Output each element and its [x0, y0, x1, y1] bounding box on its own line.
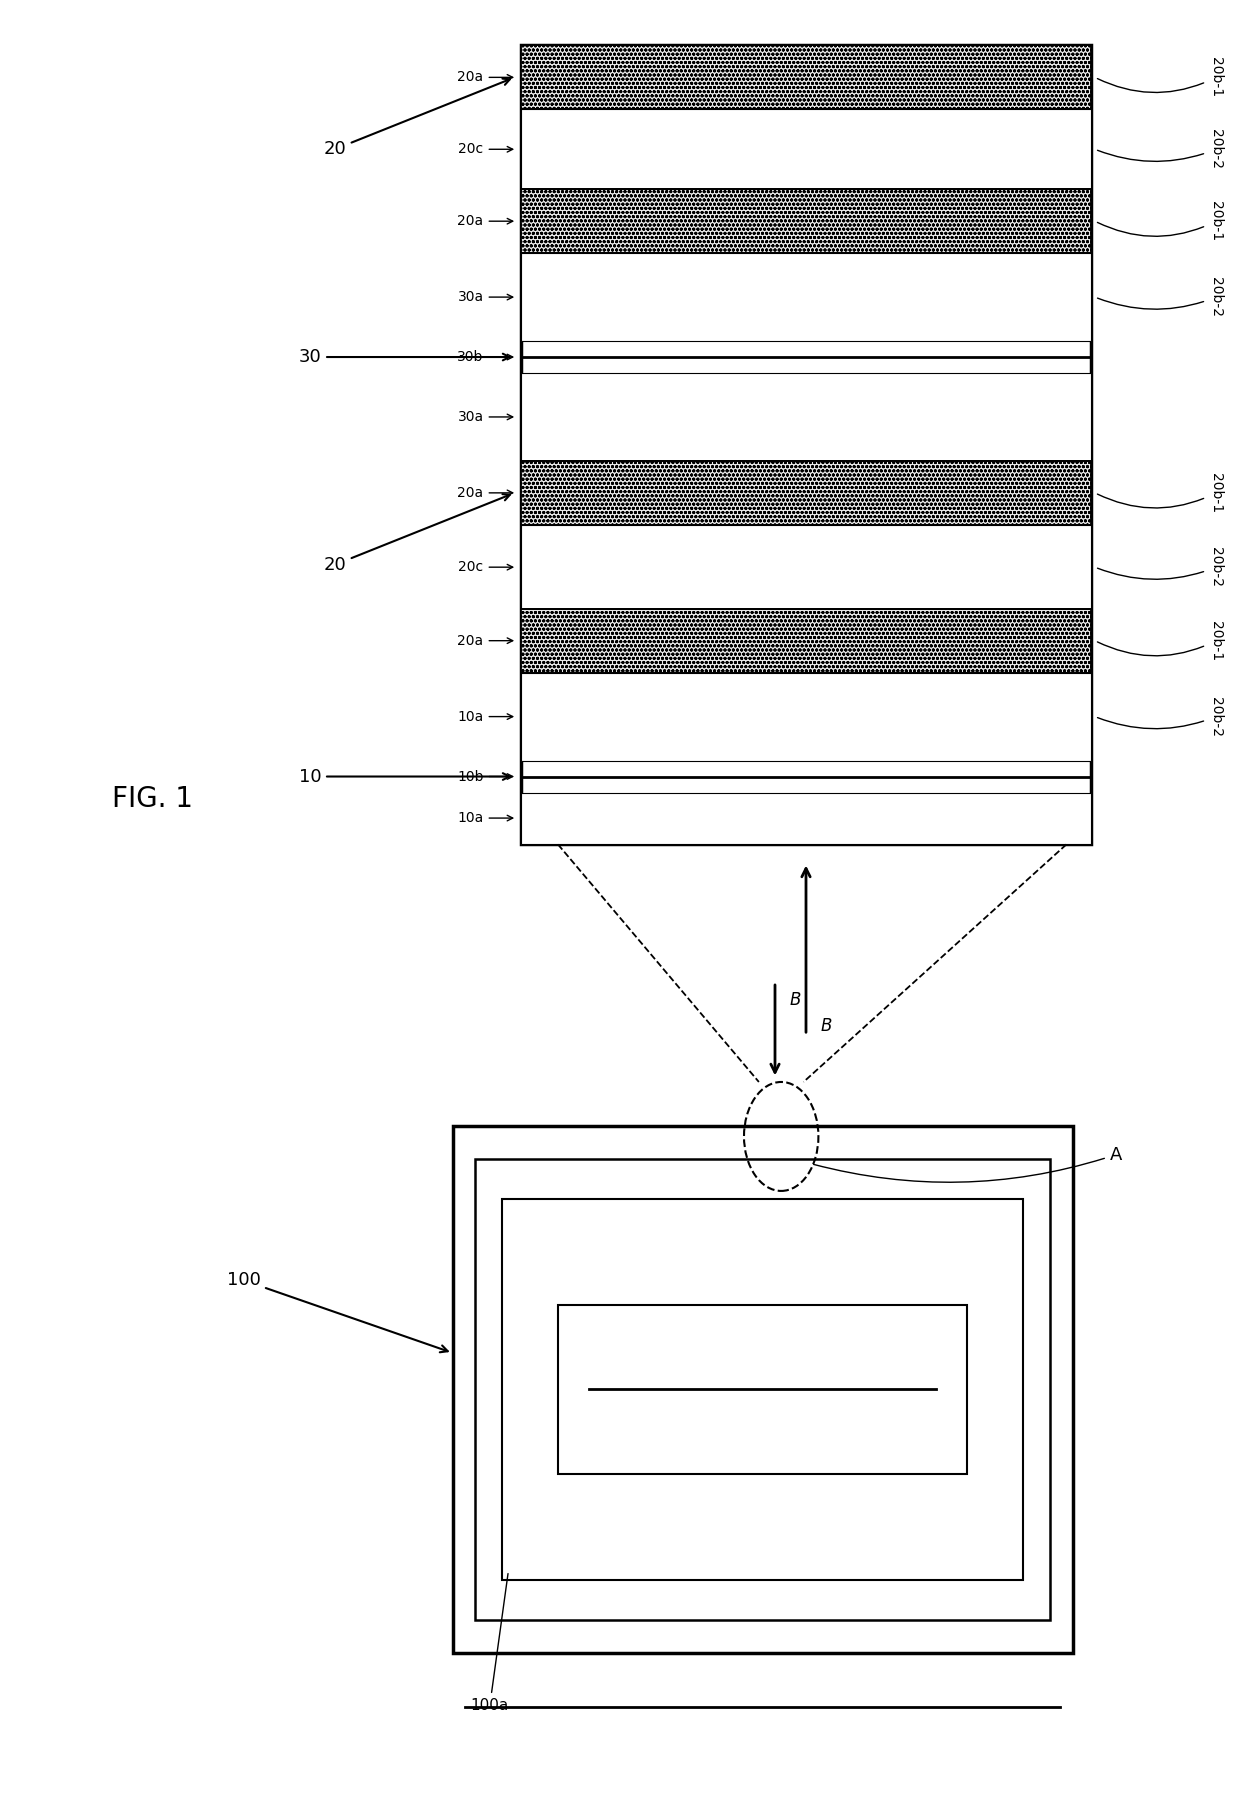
Text: 20a: 20a — [458, 71, 513, 84]
Text: 20a: 20a — [458, 214, 513, 229]
Text: 30a: 30a — [458, 291, 513, 303]
Bar — [558, 1306, 967, 1473]
Text: 10: 10 — [299, 768, 510, 786]
Text: 30: 30 — [299, 349, 510, 367]
Bar — [453, 1126, 1073, 1653]
Text: 20a: 20a — [458, 487, 513, 499]
Text: 100a: 100a — [471, 1574, 508, 1712]
Bar — [521, 461, 1091, 525]
Text: 20b-2: 20b-2 — [1097, 129, 1223, 169]
Text: A: A — [813, 1146, 1122, 1182]
Text: 20c: 20c — [459, 559, 513, 574]
Bar — [521, 45, 1091, 109]
Text: 10a: 10a — [458, 710, 513, 723]
Text: 30a: 30a — [458, 410, 513, 423]
Text: 20b-2: 20b-2 — [1097, 278, 1223, 318]
Bar — [521, 792, 1091, 844]
Bar — [521, 189, 1091, 252]
Bar — [521, 608, 1091, 672]
Bar — [521, 672, 1091, 761]
Text: FIG. 1: FIG. 1 — [112, 785, 192, 814]
Text: 20b-1: 20b-1 — [1097, 58, 1223, 98]
Text: 30b: 30b — [458, 350, 513, 363]
Bar — [521, 109, 1091, 189]
Bar — [521, 372, 1091, 461]
Text: 20b-1: 20b-1 — [1097, 621, 1223, 661]
Text: 20: 20 — [324, 78, 510, 158]
Bar — [521, 45, 1091, 844]
Text: 20b-1: 20b-1 — [1097, 202, 1223, 242]
Text: 20b-1: 20b-1 — [1097, 472, 1223, 512]
Text: 20: 20 — [324, 494, 510, 574]
Bar — [521, 525, 1091, 608]
Text: 20c: 20c — [459, 142, 513, 156]
Text: B: B — [821, 1017, 832, 1035]
Bar — [475, 1159, 1050, 1620]
Bar — [521, 252, 1091, 341]
Text: 20b-2: 20b-2 — [1097, 547, 1223, 587]
Text: 20a: 20a — [458, 634, 513, 648]
Text: 20b-2: 20b-2 — [1097, 697, 1223, 737]
Text: 100: 100 — [227, 1271, 448, 1353]
Text: 10b: 10b — [458, 770, 513, 783]
Text: B: B — [790, 992, 801, 1010]
Text: 10a: 10a — [458, 812, 513, 824]
Bar — [502, 1199, 1023, 1580]
